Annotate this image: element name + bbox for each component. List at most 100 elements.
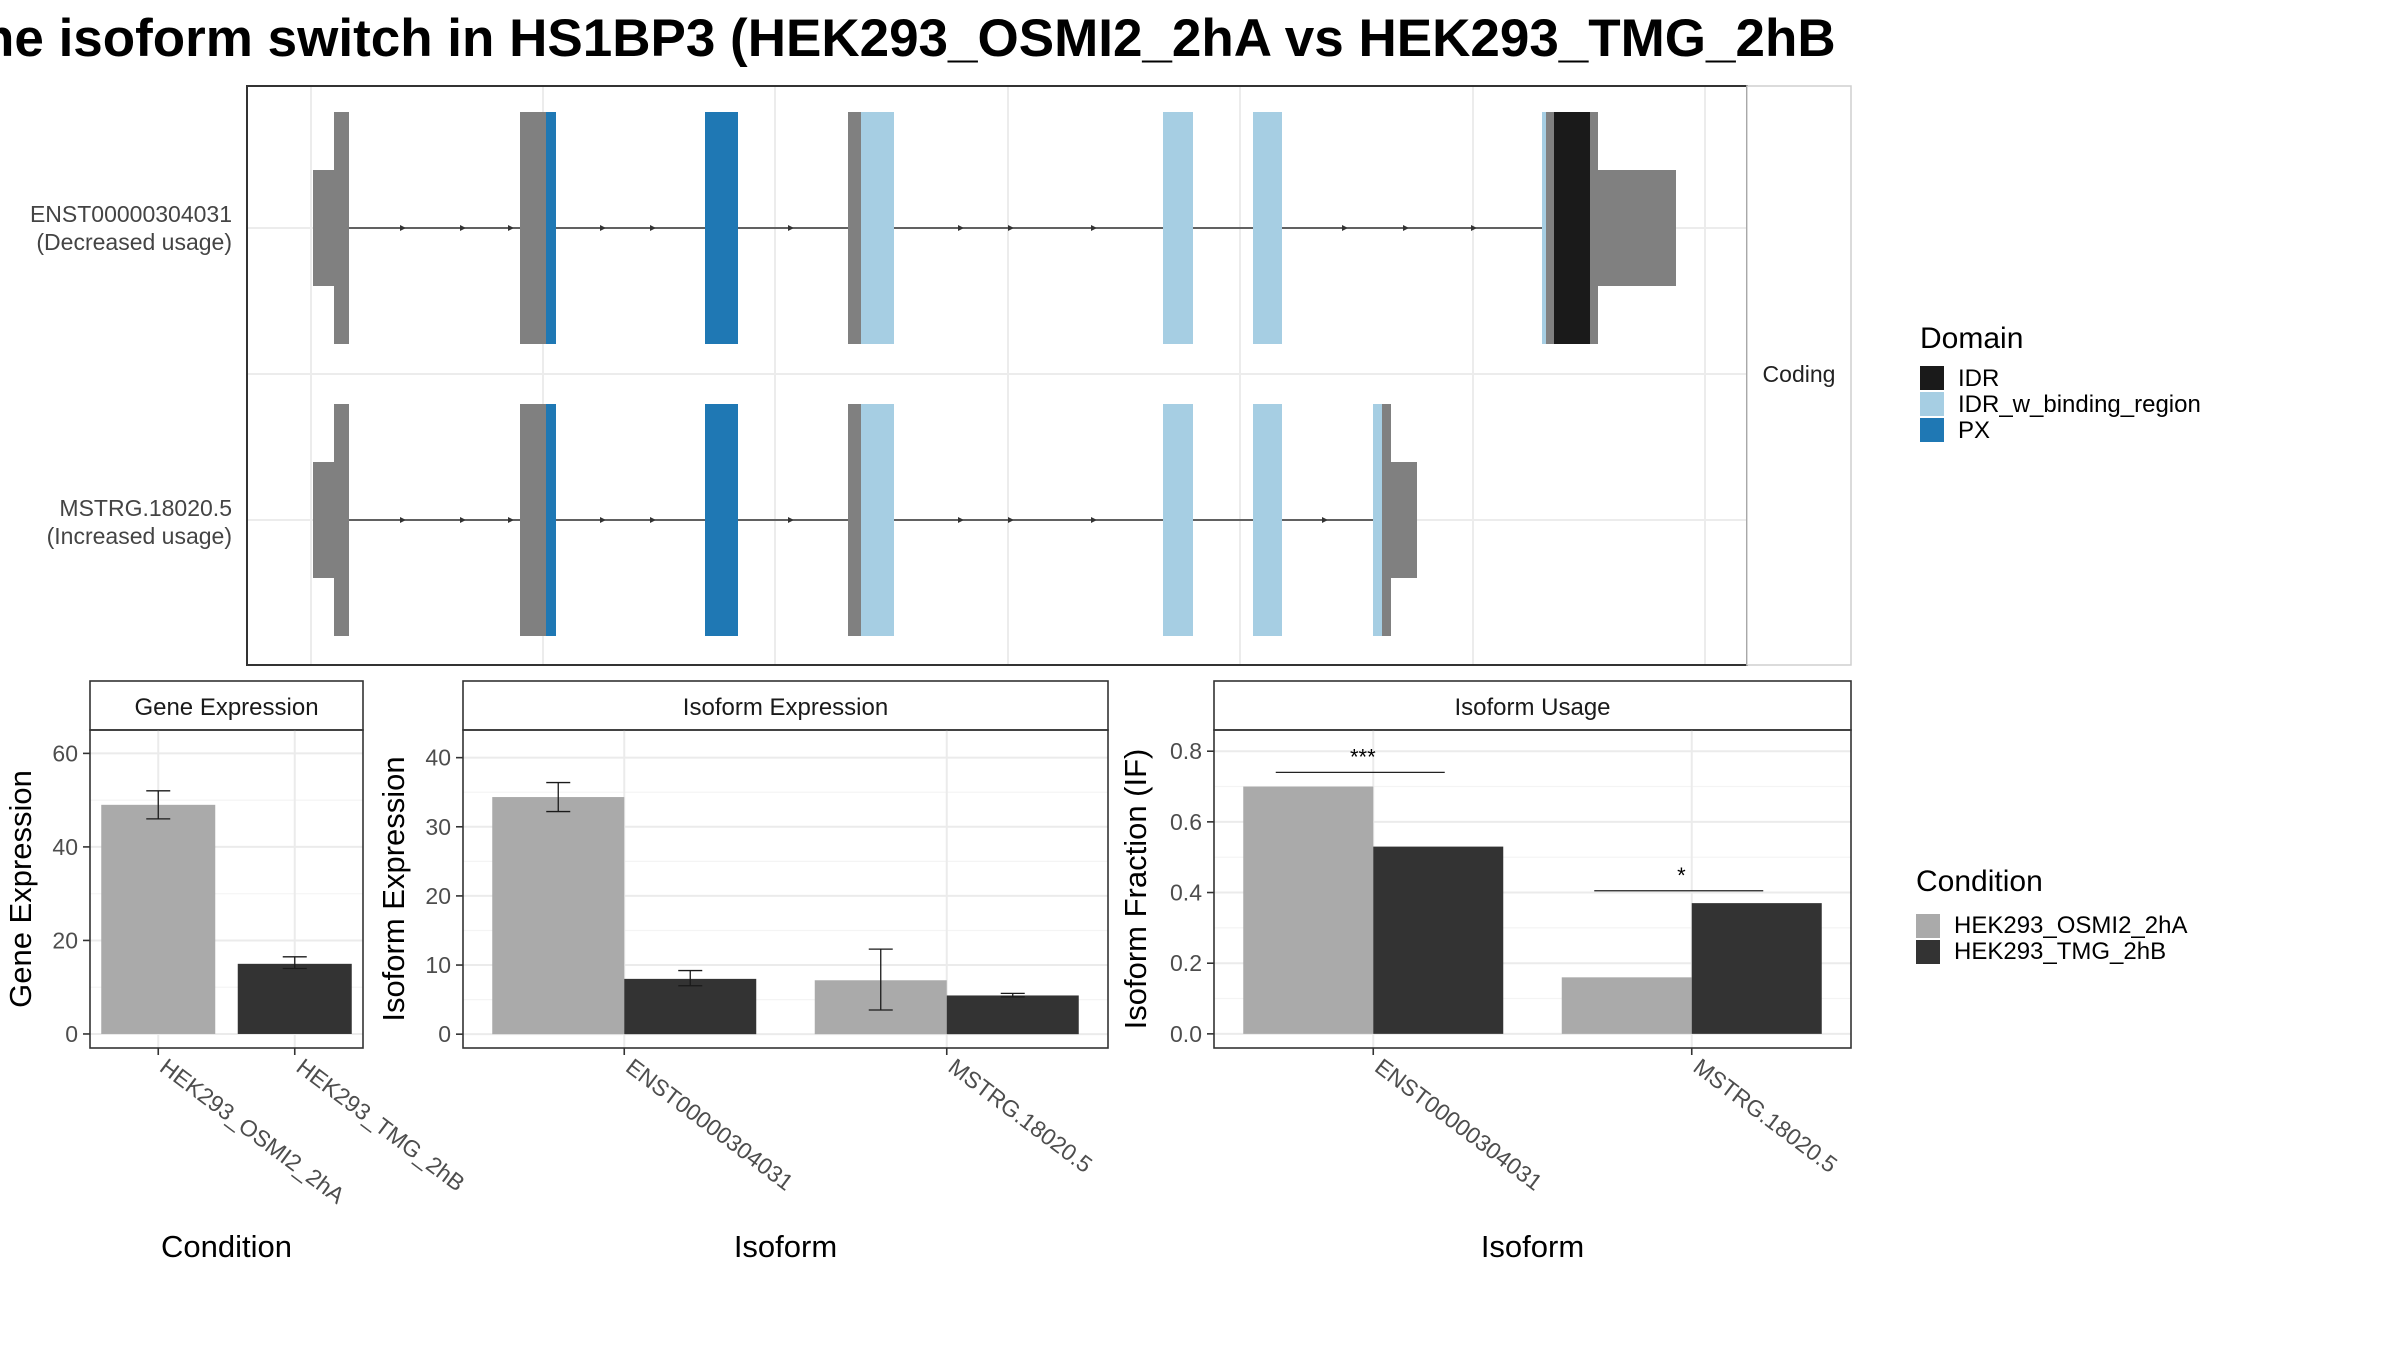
- structure-panel-frame: [246, 85, 1748, 666]
- isoform-usage-ytick-label-2: 0.4: [1170, 880, 1202, 906]
- domain-legend-swatch-idr: [1920, 366, 1944, 390]
- isoform-usage-bar-ENST00000304031-HEK293_TMG_2hB: [1373, 846, 1504, 1034]
- isoform-expression-title: Isoform Expression: [683, 694, 888, 721]
- transcript-2-direction-arrow-7: [1008, 517, 1014, 523]
- isoform-usage-bar-MSTRG.18020.5-HEK293_TMG_2hB: [1691, 903, 1822, 1034]
- gene-expression-y-axis-title: Gene Expression: [3, 770, 38, 1008]
- isoform-usage-xtick-label-0: ENST00000304031: [1370, 1053, 1547, 1195]
- transcript-1-direction-arrow-7: [1008, 225, 1014, 231]
- isoform-usage-significance-label-1: *: [1677, 863, 1686, 888]
- transcript-2-utr-segment-1: [334, 404, 349, 636]
- isoform-expression-xtick-label-0: ENST00000304031: [621, 1053, 798, 1195]
- transcript-1-utr-segment-13: [1596, 170, 1676, 286]
- transcript-usage-2: (Increased usage): [47, 523, 232, 549]
- transcript-2-direction-arrow-0: [400, 517, 406, 523]
- condition-legend-swatch-tmg: [1916, 940, 1940, 964]
- isoform-usage-ytick-label-0: 0.0: [1170, 1021, 1202, 1047]
- domain-legend: Domain IDR IDR_w_binding_region PX: [1920, 322, 2201, 444]
- transcript-1-direction-arrow-5: [788, 225, 794, 231]
- isoform-usage-panel-frame: [1213, 729, 1852, 1049]
- transcript-2-direction-arrow-1: [460, 517, 466, 523]
- gene-expression-bar-HEK293_TMG_2hB: [237, 963, 352, 1034]
- isoform-usage-y-axis-title: Isoform Fraction (IF): [1118, 749, 1153, 1030]
- transcript-1-domain-segment-11: [1554, 112, 1591, 344]
- isoform-expression-bar-ENST00000304031-HEK293_TMG_2hB: [624, 978, 757, 1035]
- domain-legend-swatch-px: [1920, 418, 1944, 442]
- isoform-expression-bar-MSTRG.18020.5-HEK293_TMG_2hB: [946, 995, 1079, 1035]
- gene-expression-title: Gene Expression: [134, 694, 318, 721]
- transcript-1-direction-arrow-0: [400, 225, 406, 231]
- transcript-1-utr-segment-0: [313, 170, 336, 286]
- transcript-1-direction-arrow-4: [650, 225, 656, 231]
- isoform-expression-y-axis-title: Isoform Expression: [376, 756, 411, 1021]
- transcript-2-domain-segment-8: [1253, 404, 1282, 636]
- transcript-2-domain-segment-3: [546, 404, 556, 636]
- transcript-1-direction-arrow-2: [508, 225, 514, 231]
- transcript-1-domain-segment-8: [1253, 112, 1282, 344]
- isoform-expression-ytick-label-0: 0: [438, 1021, 451, 1047]
- transcript-1-utr-segment-5: [848, 112, 863, 344]
- isoform-usage-ytick-label-4: 0.8: [1170, 738, 1202, 764]
- transcript-2-domain-segment-4: [705, 404, 738, 636]
- transcript-1-direction-arrow-6: [958, 225, 964, 231]
- isoform-expression-ytick-label-1: 10: [425, 952, 451, 978]
- transcript-1-domain-segment-7: [1163, 112, 1193, 344]
- isoform-usage-xtick-label-1: MSTRG.18020.5: [1689, 1053, 1842, 1178]
- transcript-2-direction-arrow-6: [958, 517, 964, 523]
- condition-legend-label-tmg: HEK293_TMG_2hB: [1954, 938, 2166, 965]
- isoform-expression-bar-ENST00000304031-HEK293_OSMI2_2hA: [492, 797, 625, 1035]
- domain-legend-swatch-idr-binding: [1920, 392, 1944, 416]
- isoform-usage-ytick-label-3: 0.6: [1170, 809, 1202, 835]
- transcript-usage-1: (Decreased usage): [36, 229, 232, 255]
- transcript-2-utr-segment-2: [520, 404, 548, 636]
- gene-expression-ytick-label-0: 0: [65, 1021, 78, 1047]
- transcript-1-domain-segment-6: [861, 112, 894, 344]
- isoform-expression-chart: Isoform Expression 0 10 20 30 40 ENST000003040…: [376, 680, 1109, 1264]
- isoform-expression-ytick-label-4: 40: [425, 745, 451, 771]
- transcript-2-direction-arrow-9: [1322, 517, 1328, 523]
- transcript-2-direction-arrow-5: [788, 517, 794, 523]
- transcript-1-utr-segment-10: [1546, 112, 1556, 344]
- isoform-usage-chart: Isoform Usage****0.00.20.40.60.8ENST0000…: [1118, 680, 1852, 1264]
- isoform-expression-x-axis-title: Isoform: [734, 1229, 837, 1264]
- domain-legend-label-px: PX: [1958, 417, 1990, 444]
- transcript-2-domain-segment-9: [1373, 404, 1384, 636]
- transcript-2-direction-arrow-2: [508, 517, 514, 523]
- isoform-expression-ytick-label-2: 20: [425, 883, 451, 909]
- coding-strip: [1746, 85, 1852, 666]
- isoform-expression-xtick-label-1: MSTRG.18020.5: [944, 1053, 1097, 1178]
- gene-expression-ytick-label-3: 60: [52, 740, 78, 766]
- transcript-1-utr-segment-1: [334, 112, 349, 344]
- transcript-1-direction-arrow-1: [460, 225, 466, 231]
- transcript-2-utr-segment-5: [848, 404, 863, 636]
- transcript-2-direction-arrow-4: [650, 517, 656, 523]
- transcript-structure-panel: Coding ENST00000304031 (Decreased usage)…: [30, 85, 1852, 666]
- gene-expression-panel-frame: [89, 729, 364, 1049]
- transcript-label-2: MSTRG.18020.5: [59, 495, 232, 521]
- domain-legend-title: Domain: [1920, 322, 2023, 355]
- gene-expression-ytick-label-1: 20: [52, 927, 78, 953]
- figure-title: he isoform switch in HS1BP3 (HEK293_OSMI…: [0, 9, 1836, 68]
- isoform-usage-x-axis-title: Isoform: [1481, 1229, 1584, 1264]
- structure-shapes: [313, 112, 1676, 636]
- condition-legend: Condition HEK293_OSMI2_2hA HEK293_TMG_2h…: [1916, 865, 2187, 965]
- gene-expression-bar-HEK293_OSMI2_2hA: [101, 804, 216, 1034]
- isoform-usage-bar-MSTRG.18020.5-HEK293_OSMI2_2hA: [1561, 977, 1692, 1034]
- condition-legend-label-osmi: HEK293_OSMI2_2hA: [1954, 912, 2187, 939]
- transcript-1-direction-arrow-9: [1342, 225, 1348, 231]
- transcript-2-domain-segment-6: [861, 404, 894, 636]
- transcript-2-utr-segment-10: [1382, 404, 1391, 636]
- domain-legend-label-idr: IDR: [1958, 365, 1999, 392]
- isoform-usage-title-strip: [1213, 680, 1852, 731]
- transcript-label-1: ENST00000304031: [30, 201, 232, 227]
- isoform-expression-ytick-label-3: 30: [425, 814, 451, 840]
- gene-expression-title-strip: [89, 680, 364, 731]
- transcript-2-utr-segment-11: [1389, 462, 1417, 578]
- transcript-1-utr-segment-12: [1590, 112, 1598, 344]
- isoform-usage-significance-label-0: ***: [1350, 744, 1376, 769]
- transcript-1-utr-segment-2: [520, 112, 548, 344]
- gene-expression-ytick-label-2: 40: [52, 834, 78, 860]
- transcript-2-utr-segment-0: [313, 462, 336, 578]
- gene-expression-x-axis-title: Condition: [161, 1229, 292, 1264]
